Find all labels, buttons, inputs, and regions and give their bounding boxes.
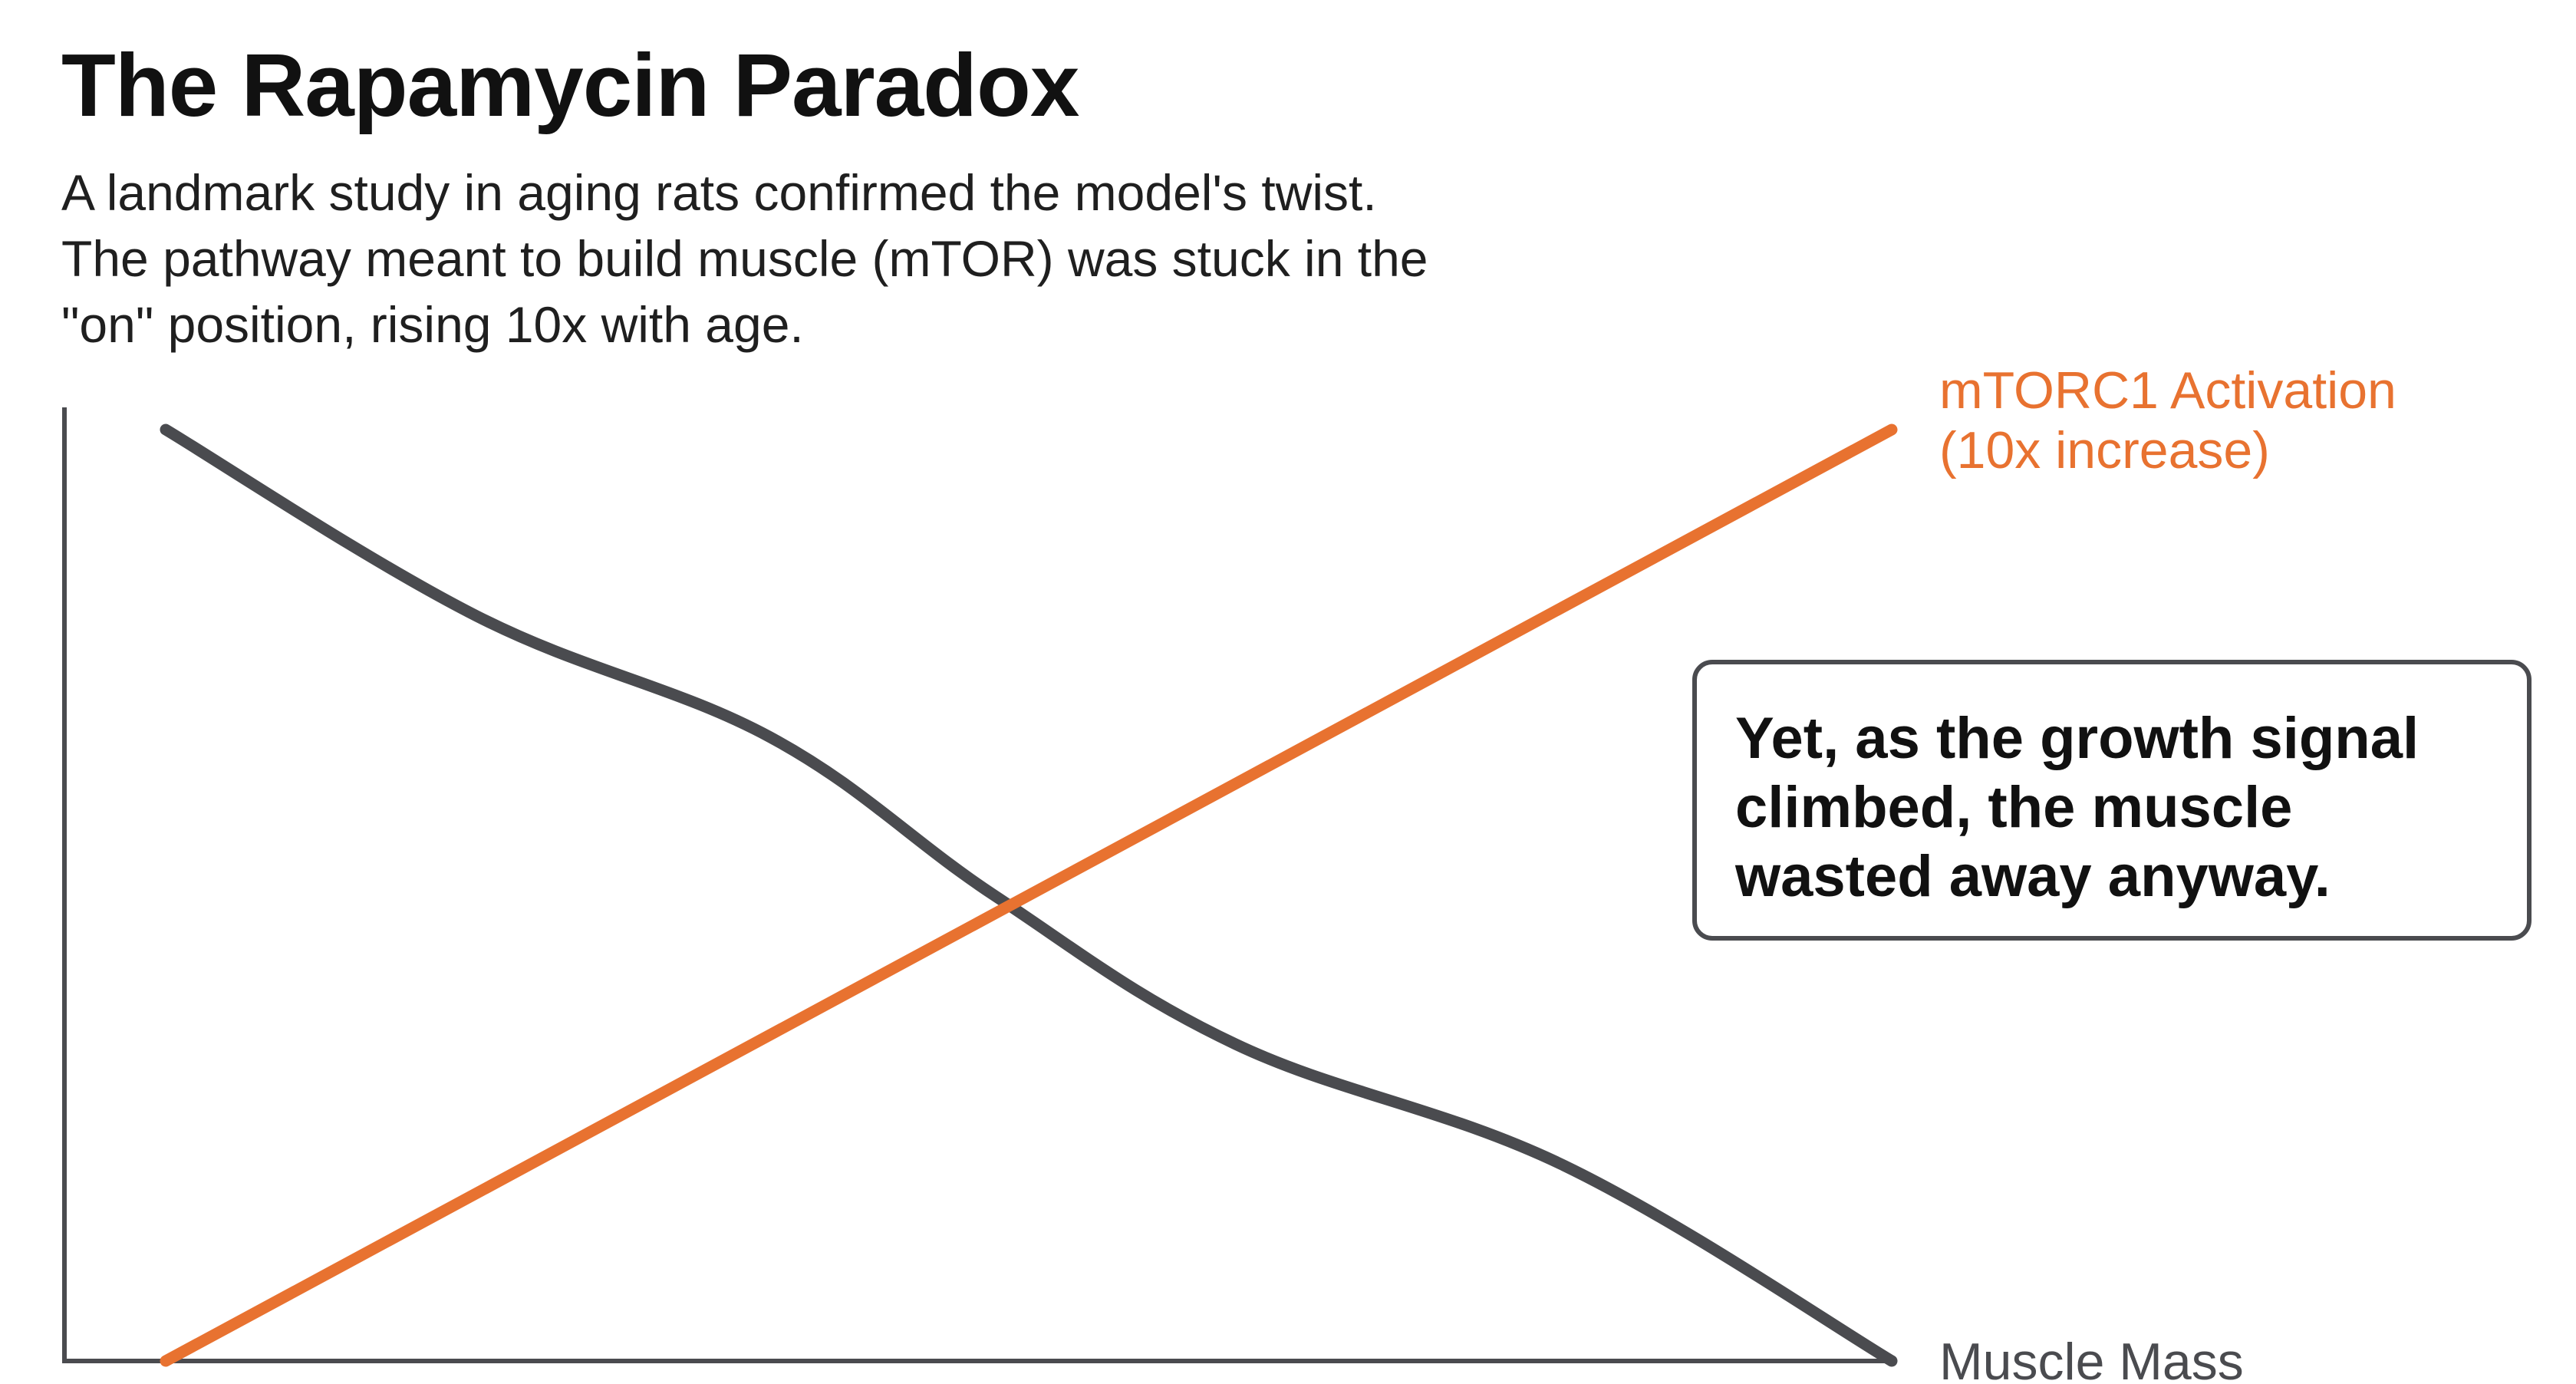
series-labels: mTORC1 Activation(10x increase) Muscle Ma… <box>1939 361 2396 1384</box>
callout-line: wasted away anyway. <box>1735 844 2331 909</box>
callout-line: climbed, the muscle <box>1735 775 2293 840</box>
callout-line: Yet, as the growth signal <box>1735 706 2420 771</box>
callout-box: Yet, as the growth signal climbed, the m… <box>1692 660 2532 941</box>
series-label-muscle-mass: Muscle Mass <box>1939 1333 2244 1384</box>
callout-text: Yet, as the growth signal climbed, the m… <box>1735 704 2489 911</box>
page-title: The Rapamycin Paradox <box>61 35 1079 135</box>
series-label-mtorc1: mTORC1 Activation <box>1939 361 2396 420</box>
subtitle: A landmark study in aging rats confirmed… <box>61 160 1711 358</box>
subtitle-line: The pathway meant to build muscle (mTOR)… <box>61 230 1428 287</box>
series-layer <box>160 423 1898 1367</box>
series-label-mtorc1: (10x increase) <box>1939 421 2270 479</box>
series-line-muscle-mass <box>160 423 1898 1367</box>
subtitle-line: A landmark study in aging rats confirmed… <box>61 164 1377 221</box>
series-line-mtorc1 <box>160 423 1898 1367</box>
subtitle-line: "on" position, rising 10x with age. <box>61 296 804 353</box>
